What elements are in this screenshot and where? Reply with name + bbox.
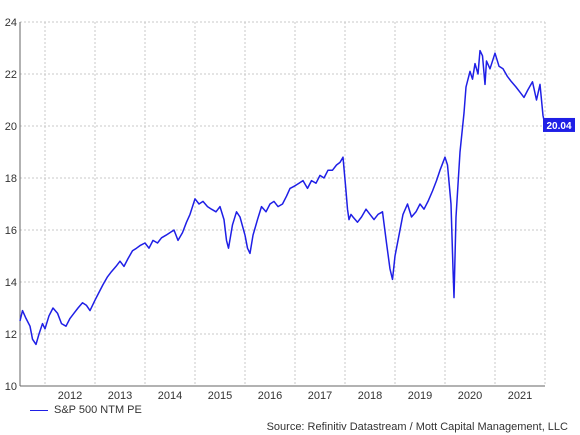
y-tick-label: 24	[5, 17, 17, 29]
y-tick-label: 16	[5, 225, 17, 237]
x-tick-label: 2019	[408, 390, 432, 402]
x-tick-label: 2013	[108, 390, 132, 402]
y-tick-label: 22	[5, 69, 17, 81]
x-tick-label: 2017	[308, 390, 332, 402]
end-value-tag	[543, 117, 575, 132]
x-tick-label: 2018	[358, 390, 382, 402]
legend: S&P 500 NTM PE	[30, 404, 142, 416]
x-tick-label: 2020	[458, 390, 482, 402]
x-tick-label: 2014	[158, 390, 182, 402]
y-tick-label: 20	[5, 121, 17, 133]
x-tick-label: 2015	[208, 390, 232, 402]
legend-label: S&P 500 NTM PE	[54, 404, 142, 416]
y-tick-label: 14	[5, 277, 17, 289]
series-line-sp500-ntm-pe	[19, 49, 546, 346]
source-note: Source: Refinitiv Datastream / Mott Capi…	[266, 421, 568, 433]
y-tick-label: 10	[5, 381, 17, 393]
end-value-label: 20.04	[546, 121, 571, 132]
y-tick-label: 12	[5, 329, 17, 341]
x-tick-label: 2021	[508, 390, 532, 402]
x-tick-label: 2012	[58, 390, 82, 402]
x-tick-label: 2016	[258, 390, 282, 402]
legend-swatch	[30, 409, 48, 411]
y-tick-label: 18	[5, 173, 17, 185]
